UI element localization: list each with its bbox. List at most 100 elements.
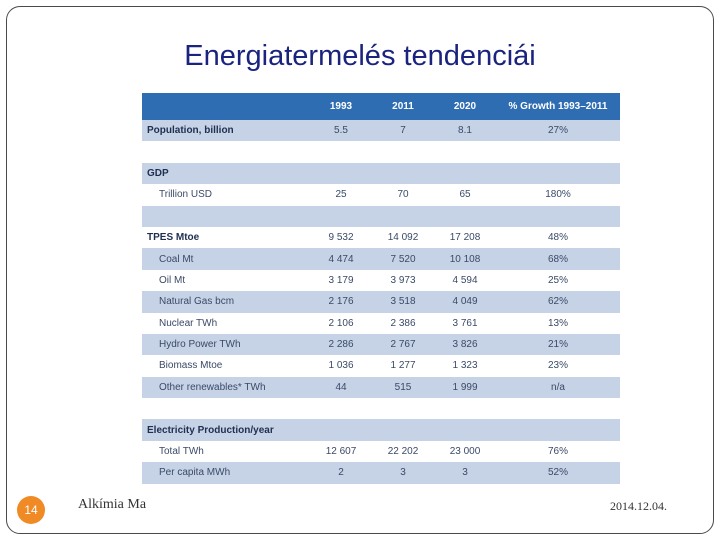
table-row: Other renewables* TWh 44 515 1 999 n/a [142, 376, 620, 399]
table-cell [310, 398, 372, 420]
table-cell [496, 205, 620, 227]
table-cell: 76% [496, 440, 620, 463]
table-row: GDP [142, 162, 620, 185]
table-cell: 1 999 [434, 376, 496, 399]
table-row: Nuclear TWh 2 106 2 386 3 761 13% [142, 312, 620, 334]
table-cell [372, 141, 434, 163]
table-cell [310, 141, 372, 163]
table-cell: 2 767 [372, 333, 434, 356]
table-row: Oil Mt 3 179 3 973 4 594 25% [142, 269, 620, 292]
row-label: Hydro Power TWh [142, 333, 310, 356]
table-cell: 1 036 [310, 355, 372, 377]
row-label: Coal Mt [142, 248, 310, 270]
table-cell: 17 208 [434, 226, 496, 249]
table-cell [372, 162, 434, 185]
table-cell [434, 162, 496, 185]
row-label: Biomass Mtoe [142, 355, 310, 377]
table-cell [496, 141, 620, 163]
table-cell: 3 179 [310, 269, 372, 292]
table-header-cell: % Growth 1993–2011 [496, 93, 620, 120]
row-label: TPES Mtoe [142, 226, 310, 249]
table-cell: 12 607 [310, 440, 372, 463]
footer-left-text: Alkímia Ma [78, 497, 147, 512]
table-cell: 68% [496, 248, 620, 270]
row-label: Total TWh [142, 440, 310, 463]
table-cell: 23 000 [434, 440, 496, 463]
row-label [142, 205, 310, 227]
table-cell: 2 386 [372, 312, 434, 334]
energy-table-container: 1993 2011 2020% Growth 1993–2011 Populatio… [142, 93, 620, 484]
table-row [142, 398, 620, 420]
table-cell [434, 398, 496, 420]
table-cell: 8.1 [434, 120, 496, 142]
table-row [142, 205, 620, 227]
table-row: Total TWh 12 607 22 202 23 000 76% [142, 440, 620, 463]
table-header-cell: 1993 [310, 93, 372, 120]
table-cell: 44 [310, 376, 372, 399]
row-label: Population, billion [142, 120, 310, 142]
table-cell: 2 [310, 462, 372, 484]
table-cell [372, 398, 434, 420]
footer-date: 2014.12.04. [610, 499, 667, 513]
table-cell: 7 520 [372, 248, 434, 270]
table-cell [372, 419, 434, 441]
table-cell [434, 141, 496, 163]
table-cell: 21% [496, 333, 620, 356]
table-header-cell: 2020 [434, 93, 496, 120]
table-row: Electricity Production/year [142, 419, 620, 441]
table-cell: 2 286 [310, 333, 372, 356]
table-header-row: 1993 2011 2020% Growth 1993–2011 [142, 93, 620, 120]
table-row: Biomass Mtoe 1 036 1 277 1 323 23% [142, 355, 620, 377]
table-cell: 5.5 [310, 120, 372, 142]
table-cell: 515 [372, 376, 434, 399]
table-cell: 48% [496, 226, 620, 249]
page-number-badge: 14 [17, 496, 45, 524]
table-cell: 9 532 [310, 226, 372, 249]
table-cell: 3 518 [372, 291, 434, 313]
row-label: Electricity Production/year [142, 419, 310, 441]
table-cell: 3 [372, 462, 434, 484]
table-row: Coal Mt 4 474 7 520 10 108 68% [142, 248, 620, 270]
table-row: TPES Mtoe 9 532 14 092 17 208 48% [142, 226, 620, 249]
table-row: Population, billion 5.5 7 8.1 27% [142, 120, 620, 142]
table-cell: 1 323 [434, 355, 496, 377]
row-label: Trillion USD [142, 184, 310, 206]
table-body: Population, billion 5.5 7 8.1 27% GDP Trillion… [142, 120, 620, 484]
table-cell: 70 [372, 184, 434, 206]
table-cell: 3 973 [372, 269, 434, 292]
row-label: Other renewables* TWh [142, 376, 310, 399]
row-label: Oil Mt [142, 269, 310, 292]
table-cell: 4 474 [310, 248, 372, 270]
table-cell: 62% [496, 291, 620, 313]
table-header-cell: 2011 [372, 93, 434, 120]
table-cell: 2 176 [310, 291, 372, 313]
table-cell: n/a [496, 376, 620, 399]
table-cell: 3 826 [434, 333, 496, 356]
row-label [142, 398, 310, 420]
table-header-cell [142, 93, 310, 120]
row-label: GDP [142, 162, 310, 185]
row-label: Nuclear TWh [142, 312, 310, 334]
table-cell: 10 108 [434, 248, 496, 270]
table-cell: 25% [496, 269, 620, 292]
table-cell [496, 398, 620, 420]
table-cell: 3 [434, 462, 496, 484]
table-cell: 25 [310, 184, 372, 206]
table-cell [372, 205, 434, 227]
table-row: Natural Gas bcm 2 176 3 518 4 049 62% [142, 291, 620, 313]
table-row: Per capita MWh 2 3 3 52% [142, 462, 620, 484]
table-cell [434, 205, 496, 227]
row-label [142, 141, 310, 163]
table-cell [434, 419, 496, 441]
table-cell [310, 162, 372, 185]
table-cell: 22 202 [372, 440, 434, 463]
table-cell: 23% [496, 355, 620, 377]
row-label: Natural Gas bcm [142, 291, 310, 313]
table-cell: 27% [496, 120, 620, 142]
table-row: Trillion USD 25 70 65 180% [142, 184, 620, 206]
table-cell [310, 205, 372, 227]
table-cell [496, 419, 620, 441]
table-cell: 13% [496, 312, 620, 334]
table-cell: 7 [372, 120, 434, 142]
table-cell: 65 [434, 184, 496, 206]
